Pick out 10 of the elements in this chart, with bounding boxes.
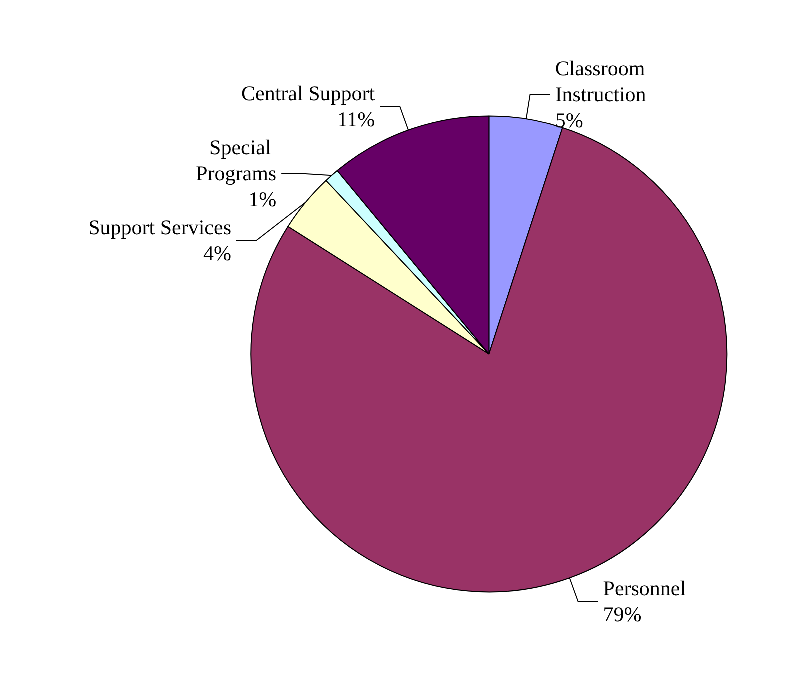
data-label: 4%	[203, 242, 232, 266]
slice-label: Personnel	[603, 576, 686, 601]
slice-label: Central Support	[242, 82, 376, 106]
slice-label: Support Services	[88, 216, 232, 240]
data-label: 11%	[337, 108, 376, 132]
data-label: 5%	[555, 108, 584, 132]
data-label: 1%	[248, 188, 277, 212]
data-label: 79%	[603, 602, 642, 627]
slice-label: Classroom Instruction	[555, 56, 650, 106]
slice-label: Special Programs	[196, 136, 277, 186]
